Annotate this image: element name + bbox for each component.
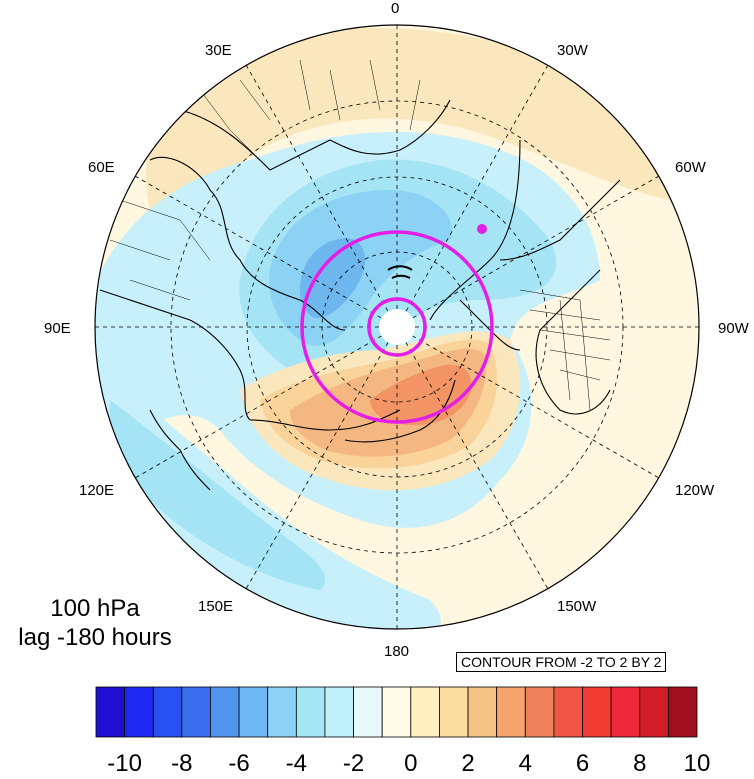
plot-title: 100 hPa lag -180 hours bbox=[0, 594, 190, 652]
lon-label-180: 180 bbox=[384, 643, 410, 660]
lon-label-30w: 30W bbox=[557, 42, 588, 59]
colorbar-box bbox=[439, 686, 469, 738]
colorbar bbox=[95, 686, 698, 738]
contour-info-box: CONTOUR FROM -2 TO 2 BY 2 bbox=[456, 652, 667, 672]
country-borders bbox=[109, 59, 611, 411]
anomaly-shading bbox=[95, 25, 699, 629]
colorbar-tick-label: -6 bbox=[228, 750, 250, 777]
title-level: 100 hPa bbox=[50, 595, 140, 622]
negative-anomaly-center bbox=[300, 238, 365, 319]
colorbar-box bbox=[210, 686, 240, 738]
colorbar-box bbox=[324, 686, 354, 738]
lon-label-30e: 30E bbox=[205, 42, 232, 59]
colorbar-box bbox=[524, 686, 555, 738]
colorbar-tick-label: 2 bbox=[461, 750, 475, 777]
coastlines bbox=[99, 99, 621, 491]
colorbar-box bbox=[381, 686, 412, 738]
colorbar-tick-label: -4 bbox=[285, 750, 307, 777]
lon-label-60w: 60W bbox=[675, 159, 706, 176]
colorbar-tick-label: 0 bbox=[404, 750, 418, 777]
colorbar-tick-label: -8 bbox=[171, 750, 193, 777]
colorbar-box bbox=[639, 686, 669, 738]
map-border bbox=[94, 24, 700, 630]
lon-label-90w: 90W bbox=[718, 320, 749, 337]
colorbar-box bbox=[152, 686, 183, 738]
lon-label-120w: 120W bbox=[675, 482, 715, 499]
colorbar-box bbox=[267, 686, 297, 738]
colorbar-box bbox=[553, 686, 583, 738]
positive-anomaly-region-north bbox=[146, 27, 672, 210]
highlight-markers bbox=[300, 230, 494, 424]
pole-hole bbox=[379, 309, 415, 345]
colorbar-box bbox=[353, 686, 383, 738]
colorbar-tick-label: 10 bbox=[683, 750, 711, 777]
colorbar-box bbox=[496, 686, 526, 738]
colorbar-tick-label: 8 bbox=[633, 750, 647, 777]
colorbar-box bbox=[238, 686, 269, 738]
colorbar-box bbox=[95, 686, 126, 738]
colorbar-box bbox=[582, 686, 612, 738]
inner-highlight-circle bbox=[367, 297, 427, 357]
colorbar-tick-label: 6 bbox=[575, 750, 590, 777]
negative-anomaly-south-inner bbox=[109, 400, 326, 590]
lon-label-90e: 90E bbox=[44, 320, 71, 337]
negative-anomaly-south bbox=[95, 360, 441, 629]
lon-label-60e: 60E bbox=[88, 159, 115, 176]
lon-label-0: 0 bbox=[391, 0, 400, 17]
colorbar-box bbox=[410, 686, 440, 738]
colorbar-box bbox=[610, 686, 641, 738]
colorbar-box bbox=[124, 686, 154, 738]
colorbar-tick-label: 4 bbox=[518, 750, 532, 777]
graticule bbox=[95, 25, 699, 629]
lon-label-150e: 150E bbox=[198, 598, 234, 615]
colorbar-box bbox=[295, 686, 326, 738]
outer-highlight-circle bbox=[300, 230, 494, 424]
point-marker bbox=[477, 224, 487, 234]
colorbar-box bbox=[181, 686, 211, 738]
colorbar-box bbox=[467, 686, 498, 738]
colorbar-box bbox=[667, 686, 698, 738]
colorbar-tick-label: -10 bbox=[107, 750, 142, 777]
title-lag: lag -180 hours bbox=[18, 624, 172, 651]
lon-label-150w: 150W bbox=[557, 598, 597, 615]
lon-label-120e: 120E bbox=[79, 482, 115, 499]
colorbar-tick-label: -2 bbox=[342, 750, 365, 777]
